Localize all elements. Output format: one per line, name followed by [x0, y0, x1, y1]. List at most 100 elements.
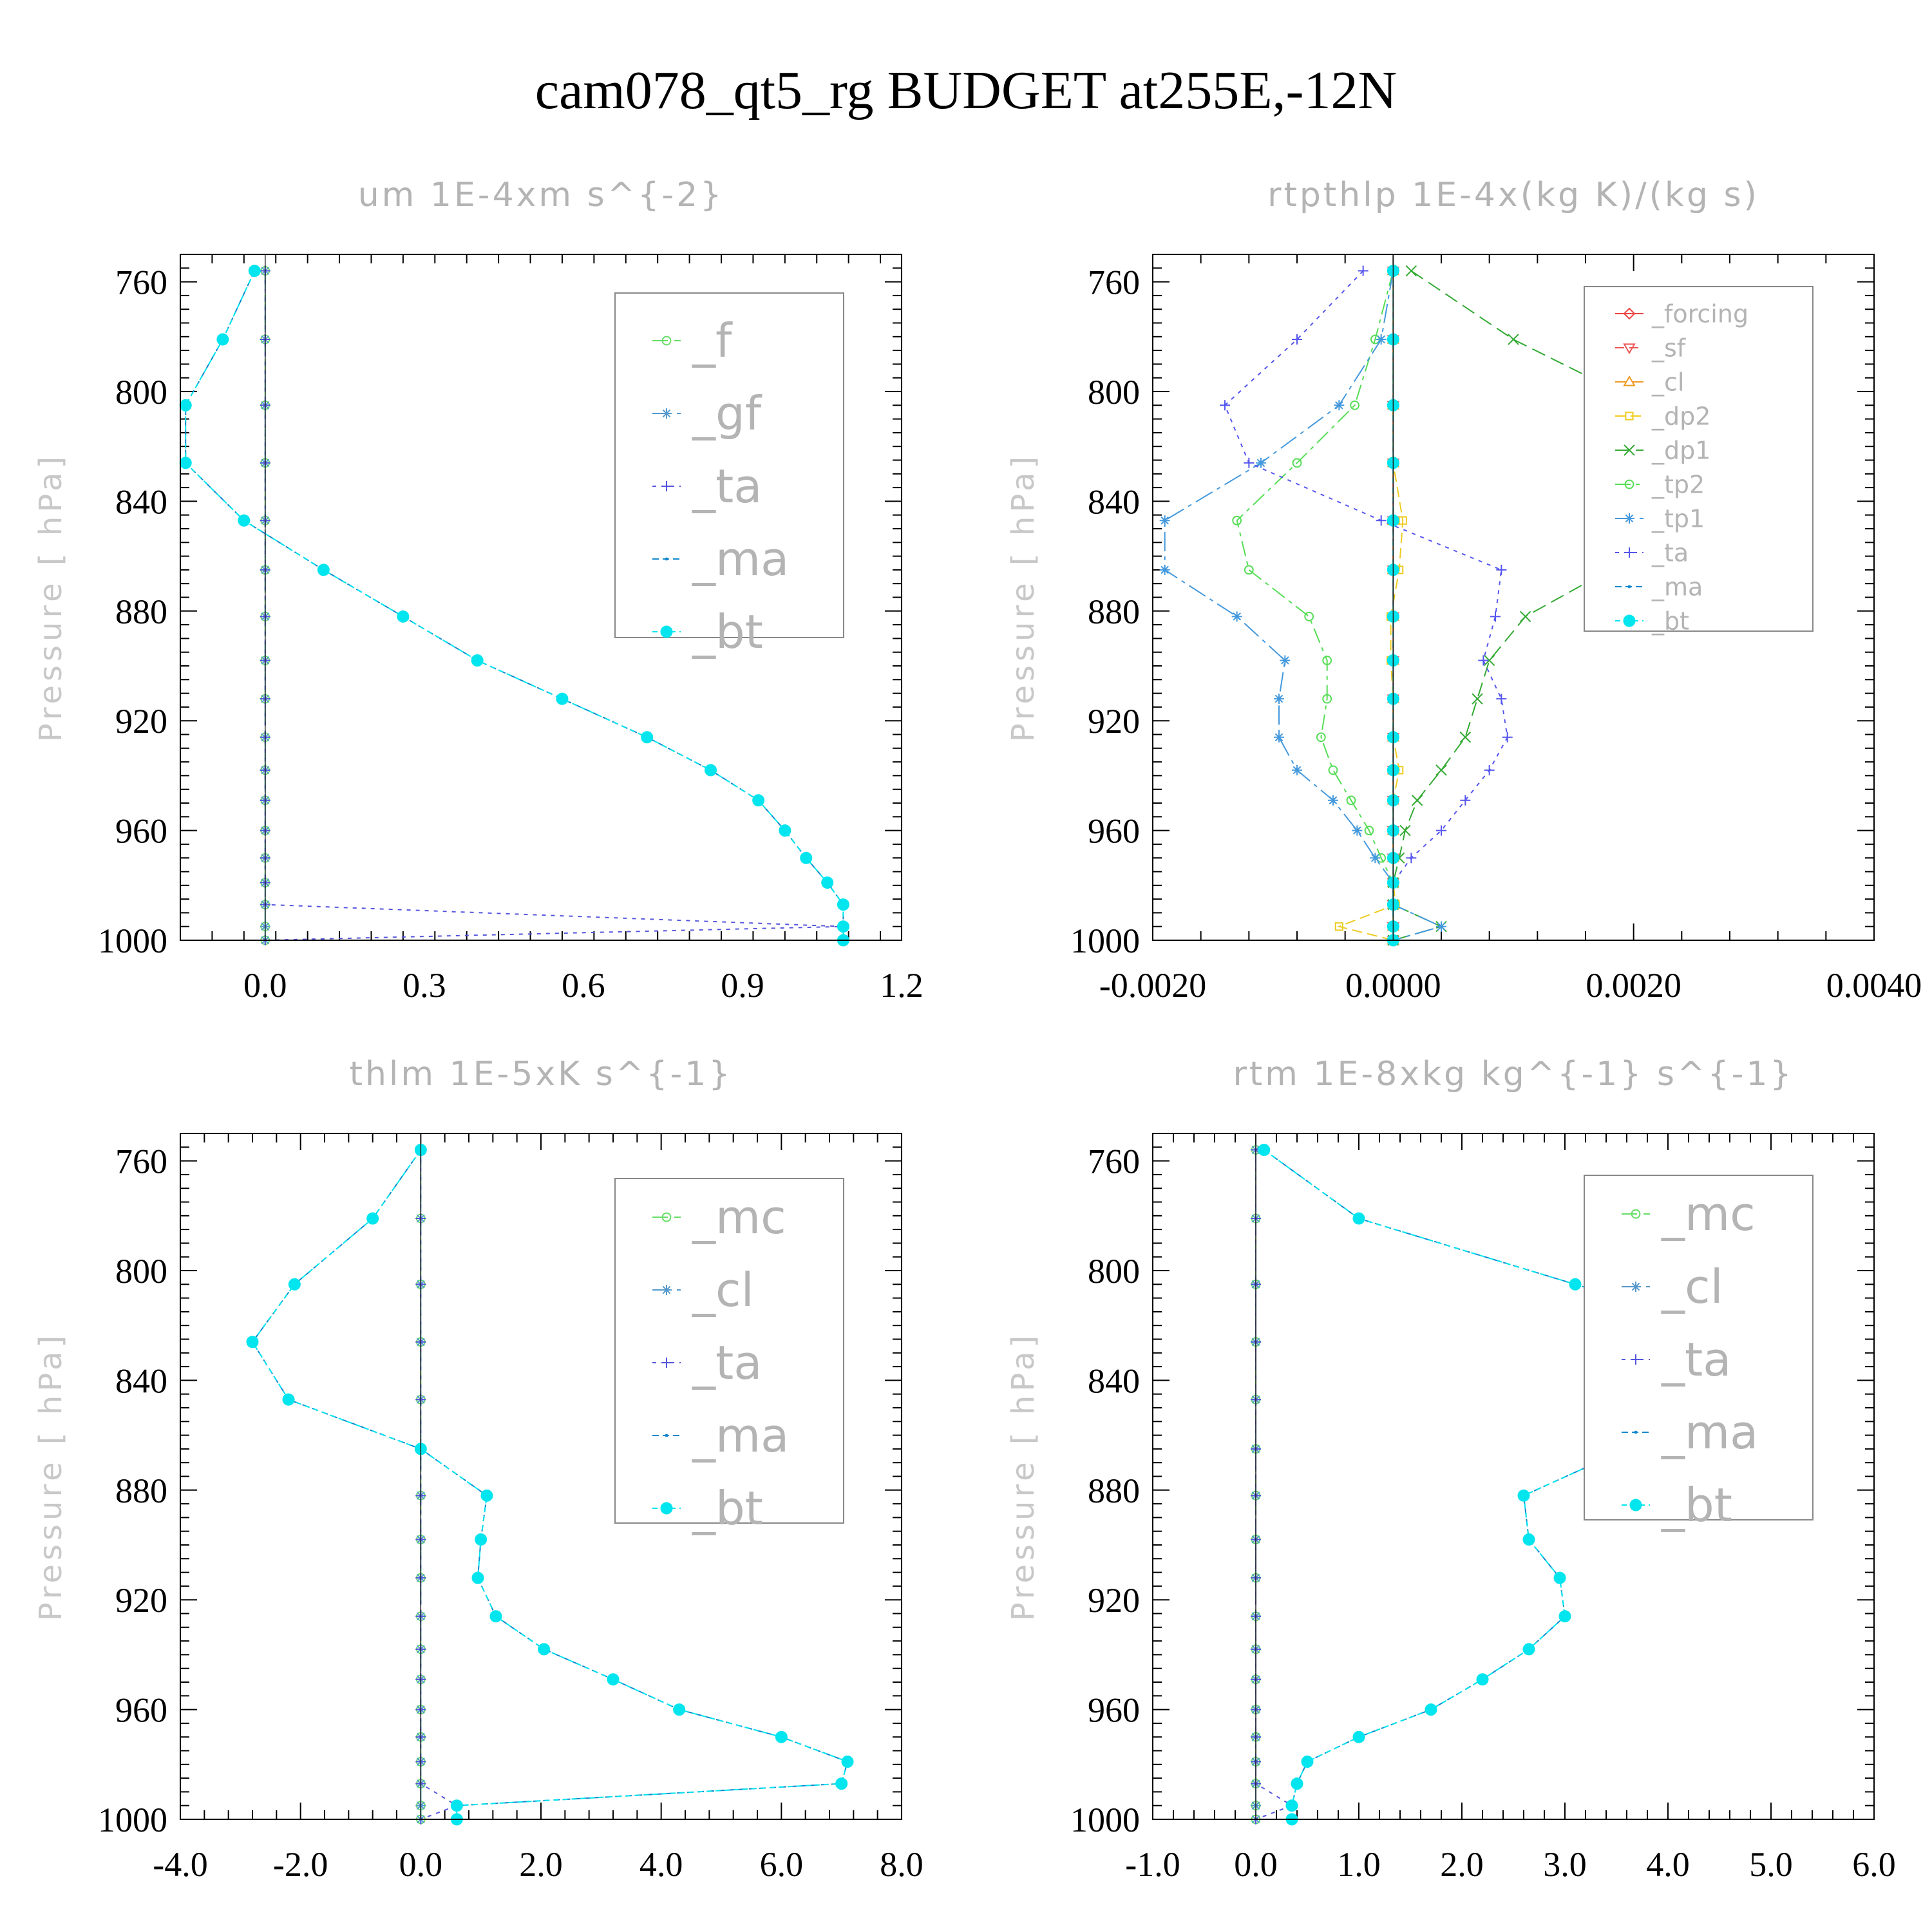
data-point — [538, 1643, 551, 1656]
legend-marker — [661, 1358, 672, 1368]
series-bt — [179, 265, 849, 947]
data-point — [1496, 564, 1507, 575]
x-tick-label: 0.9 — [721, 966, 764, 1005]
chart-panel-1: um 1E-4xm s^{-2} Pressure [ hPa] 760 800 840… — [33, 176, 923, 1005]
legend-entry-forcing: _forcing — [1615, 299, 1748, 328]
data-point — [1364, 826, 1374, 835]
y-tick-label: 880 — [1088, 1472, 1140, 1510]
x-tick-label: 4.0 — [1646, 1845, 1690, 1884]
y-tick-label: 800 — [115, 1252, 167, 1291]
data-point — [1280, 655, 1291, 666]
plot-frame — [180, 1133, 902, 1820]
data-point — [246, 1336, 259, 1349]
legend-label: _tp2 — [1651, 470, 1705, 498]
data-point — [1522, 1643, 1535, 1656]
legend-label: _cl — [1661, 1260, 1723, 1314]
data-point — [1244, 457, 1255, 468]
legend-label: _ta — [1651, 538, 1689, 567]
data-point — [366, 1212, 379, 1225]
y-tick-label: 1000 — [1070, 922, 1140, 960]
legend-label: _bt — [692, 605, 763, 659]
legend-entry-cl: _cl — [1615, 368, 1684, 396]
legend-marker — [1623, 307, 1636, 320]
legend-marker — [661, 1212, 672, 1222]
x-tick-label: 0.0040 — [1826, 966, 1922, 1005]
y-tick-label: 760 — [1088, 263, 1140, 302]
plot-frame — [180, 254, 902, 941]
data-point — [1459, 732, 1472, 743]
data-point — [1376, 515, 1387, 526]
y-tick-label: 920 — [115, 702, 167, 741]
y-tick-label: 960 — [115, 812, 167, 851]
legend-entry-ta: _ta — [652, 1336, 762, 1390]
chart-panel-3: thlm 1E-5xK s^{-1} Pressure [ hPa] 760 800 8… — [33, 1055, 923, 1884]
data-point — [1159, 564, 1170, 575]
legend-box — [614, 1178, 844, 1524]
legend-label: _ta — [692, 459, 762, 513]
data-point — [1292, 334, 1302, 345]
legend-label: _bt — [1651, 607, 1689, 635]
data-point — [1517, 1489, 1530, 1502]
legend-label: _dp1 — [1651, 436, 1710, 464]
legend-label: _f — [692, 314, 733, 368]
data-point — [1376, 334, 1387, 345]
data-point — [1322, 694, 1332, 704]
data-point — [1352, 1212, 1365, 1225]
legend-entry-ta: _ta — [1622, 1332, 1731, 1387]
data-point — [1569, 1278, 1582, 1291]
legend-entry-dp2: _dp2 — [1615, 402, 1710, 430]
legend-marker — [1631, 1354, 1641, 1365]
y-tick-label: 760 — [1088, 1142, 1140, 1181]
data-point — [841, 1756, 854, 1768]
data-point — [1316, 732, 1326, 743]
data-point — [1483, 654, 1495, 667]
legend-entry-mc: _mc — [1622, 1187, 1756, 1241]
data-point — [1411, 795, 1423, 806]
y-tick-label: 800 — [1088, 1252, 1140, 1291]
data-point — [1508, 334, 1519, 345]
legend-entry-dp1: _dp1 — [1615, 436, 1710, 464]
x-tick-label: 0.0000 — [1345, 966, 1441, 1005]
y-tick-label: 840 — [1088, 482, 1140, 521]
legend-label: _ma — [1651, 573, 1703, 601]
legend-label: _bt — [1661, 1478, 1732, 1532]
legend-box — [1584, 1175, 1814, 1520]
data-point — [179, 457, 192, 469]
legend-entry-sf: _sf — [1615, 334, 1687, 362]
y-tick-label: 800 — [115, 373, 167, 412]
data-point — [248, 265, 261, 278]
x-tick-label: 0.0020 — [1586, 966, 1681, 1005]
data-point — [835, 1777, 848, 1790]
data-point — [1425, 1703, 1437, 1716]
legend-entry-bt: _bt — [1622, 1478, 1732, 1532]
legend-entry-ta: _ta — [652, 459, 762, 513]
legend-entry-bt: _bt — [652, 1481, 763, 1535]
data-point — [821, 876, 834, 889]
data-point — [800, 851, 813, 864]
data-point — [1292, 764, 1302, 775]
data-point — [779, 824, 791, 837]
legend: _mc _cl _ta _ma _bt — [1584, 1175, 1814, 1532]
y-tick-label: 960 — [1088, 1691, 1140, 1730]
legend-label: _dp2 — [1651, 402, 1710, 430]
legend-label: _ma — [692, 1408, 789, 1463]
legend-marker — [1623, 343, 1636, 354]
legend-box — [1584, 286, 1814, 632]
x-tick-label: 3.0 — [1543, 1845, 1587, 1884]
legend-marker — [1623, 614, 1636, 627]
legend-entry-ma: _ma — [652, 532, 789, 586]
data-point — [1352, 1730, 1365, 1743]
data-point — [1328, 765, 1338, 775]
data-point — [1285, 1799, 1298, 1812]
y-tick-label: 840 — [115, 1361, 167, 1400]
data-point — [1328, 795, 1338, 806]
data-point — [1350, 400, 1360, 410]
data-point — [1476, 1673, 1489, 1686]
legend-marker — [1627, 585, 1631, 589]
x-tick-label: 0.0 — [399, 1845, 443, 1884]
data-point — [1472, 693, 1483, 705]
y-tick-label: 800 — [1088, 373, 1140, 412]
data-point — [1519, 611, 1531, 623]
legend-marker — [1623, 375, 1636, 386]
